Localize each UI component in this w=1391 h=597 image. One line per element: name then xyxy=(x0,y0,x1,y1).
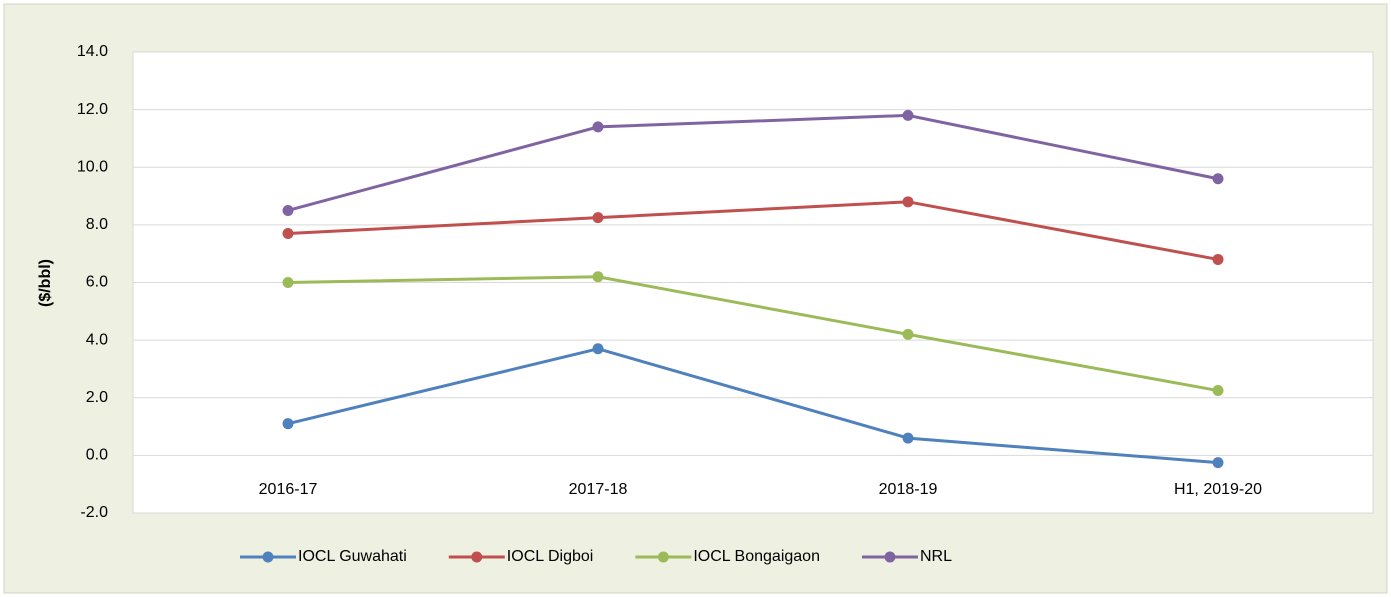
data-point xyxy=(902,196,914,208)
data-point xyxy=(1212,173,1224,185)
x-tick-label: 2017-18 xyxy=(569,481,628,498)
legend-marker xyxy=(657,551,669,563)
x-tick-label: 2016-17 xyxy=(259,481,318,498)
series-line xyxy=(287,275,1219,393)
series-line xyxy=(287,347,1219,465)
y-tick-label: 12.0 xyxy=(77,101,108,118)
data-point xyxy=(592,121,604,133)
y-axis-label: ($/bbl) xyxy=(37,259,54,307)
legend-marker xyxy=(884,551,896,563)
data-point xyxy=(1212,253,1224,265)
y-tick-label: 0.0 xyxy=(86,447,108,464)
y-tick-label: 2.0 xyxy=(86,389,108,406)
data-point xyxy=(282,418,294,430)
legend-label: IOCL Digboi xyxy=(507,548,594,565)
data-point xyxy=(282,204,294,216)
y-tick-label: 14.0 xyxy=(77,43,108,60)
y-tick-label: 8.0 xyxy=(86,216,108,233)
legend-label: IOCL Bongaigaon xyxy=(693,548,820,565)
y-tick-label: -2.0 xyxy=(80,504,108,521)
y-tick-label: 10.0 xyxy=(77,158,108,175)
series-line xyxy=(287,200,1219,261)
x-tick-label: H1, 2019-20 xyxy=(1174,481,1262,498)
data-point xyxy=(1212,385,1224,397)
data-point xyxy=(902,432,914,444)
data-point xyxy=(592,343,604,355)
legend-marker xyxy=(471,551,483,563)
data-point xyxy=(282,228,294,240)
data-point xyxy=(1212,457,1224,469)
x-tick-label: 2018-19 xyxy=(879,481,938,498)
legend-marker xyxy=(262,551,274,563)
data-point xyxy=(592,271,604,283)
y-tick-label: 6.0 xyxy=(86,274,108,291)
data-point xyxy=(282,277,294,288)
data-point xyxy=(902,109,914,121)
data-point xyxy=(902,328,914,340)
y-tick-label: 4.0 xyxy=(86,331,108,348)
series-line xyxy=(287,113,1219,212)
data-point xyxy=(592,212,604,224)
legend-label: NRL xyxy=(920,548,952,565)
legend-label: IOCL Guwahati xyxy=(298,548,407,565)
